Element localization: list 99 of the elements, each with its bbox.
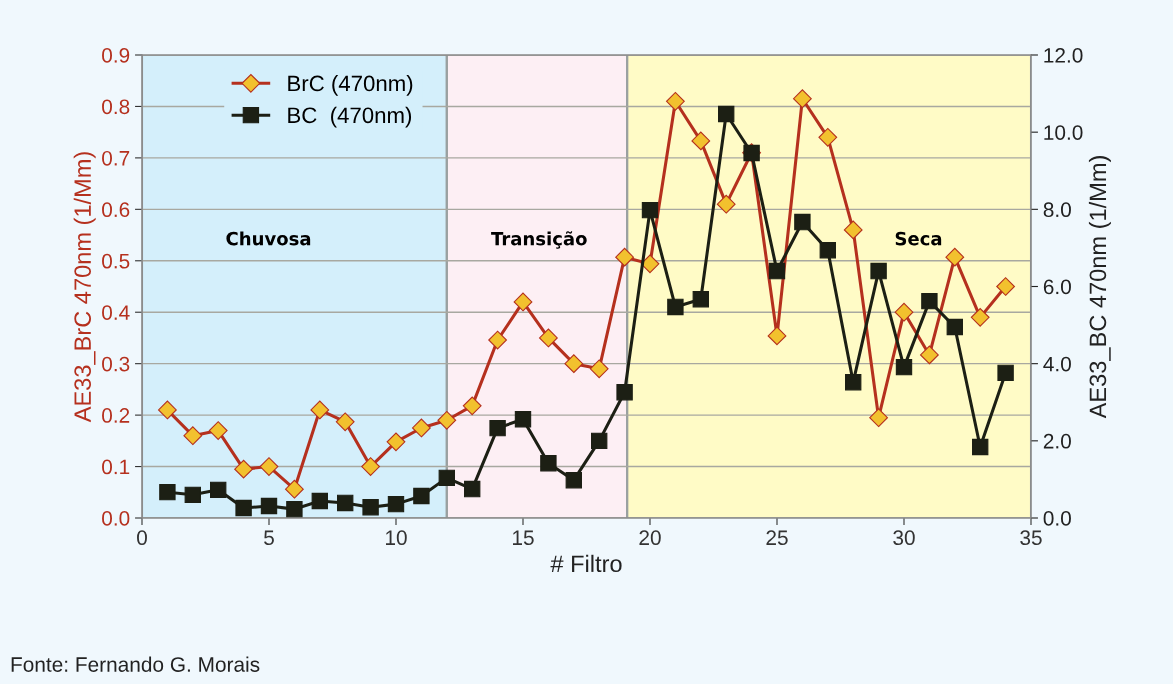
y2-tick-label: 8.0	[1043, 202, 1071, 218]
point	[539, 328, 558, 348]
point	[361, 457, 380, 476]
legend-label: BC (470nm)	[288, 106, 412, 128]
x-tick-label: 15	[513, 530, 534, 546]
point	[972, 438, 989, 456]
y2-tick-label: 12.0	[1044, 48, 1083, 63]
y-tick-label: 0.1	[102, 459, 130, 475]
point	[616, 384, 633, 401]
y-axis-title: AE33_BrC 470nm (1/Mm)	[73, 152, 96, 423]
y2-tick-label: 4.0	[1043, 356, 1071, 372]
point	[386, 432, 406, 452]
point	[970, 307, 990, 327]
point	[285, 479, 304, 499]
point	[945, 247, 965, 267]
y-tick-label: 0.9	[102, 48, 130, 63]
point	[894, 302, 914, 322]
point	[946, 318, 963, 336]
point	[464, 480, 481, 498]
x-tick-label: 25	[766, 530, 788, 546]
point	[845, 373, 862, 391]
y2-tick-label: 0.0	[1043, 511, 1071, 526]
point	[819, 242, 836, 259]
band-label: Transição	[491, 231, 587, 249]
x-tick-label: 20	[639, 530, 661, 546]
source-note: Fonte: Fernando G. Morais	[11, 656, 260, 672]
point	[895, 358, 913, 376]
y-tick-label: 0.2	[102, 408, 130, 423]
point	[818, 127, 838, 147]
point	[540, 455, 557, 472]
point	[692, 291, 709, 308]
point	[235, 499, 252, 517]
point	[514, 411, 532, 428]
point	[666, 91, 685, 111]
point	[667, 298, 684, 316]
point	[362, 499, 379, 516]
legend-label: BrC (470nm)	[288, 75, 413, 96]
point	[997, 364, 1014, 382]
point	[184, 486, 201, 504]
point	[564, 354, 584, 374]
point	[794, 213, 811, 231]
x-tick-label: 10	[386, 530, 407, 546]
point	[234, 459, 253, 479]
point	[921, 292, 938, 310]
point	[513, 292, 533, 312]
point	[437, 410, 457, 430]
point	[260, 497, 278, 515]
x-tick-label: 5	[264, 530, 274, 546]
point	[337, 494, 354, 512]
x-axis-title: # Filtro	[550, 554, 622, 573]
point	[615, 247, 634, 267]
point	[158, 400, 177, 420]
point	[718, 105, 735, 123]
point	[768, 262, 786, 280]
point	[462, 396, 482, 416]
y-tick-label: 0.0	[102, 511, 130, 526]
x-tick-label: 30	[893, 530, 915, 546]
y-tick-label: 0.7	[102, 150, 130, 166]
point	[691, 131, 711, 151]
point	[488, 330, 507, 350]
y-tick-label: 0.5	[102, 253, 130, 269]
point	[159, 483, 176, 501]
point	[387, 495, 405, 513]
point	[869, 408, 888, 428]
point	[920, 345, 939, 365]
y-tick-label: 0.3	[102, 356, 130, 372]
point	[843, 220, 863, 240]
point	[208, 421, 228, 440]
point	[489, 419, 506, 437]
y-tick-label: 0.8	[102, 99, 130, 115]
point	[591, 432, 608, 450]
point	[311, 492, 328, 510]
point	[310, 400, 330, 420]
point	[183, 426, 203, 446]
point	[793, 89, 812, 109]
x-tick-label: 0	[137, 530, 147, 546]
y2-tick-label: 6.0	[1043, 279, 1071, 295]
point	[565, 471, 582, 489]
y2-axis-title: AE33_BC 470nm (1/Mm)	[1088, 156, 1111, 419]
point	[716, 194, 736, 214]
band-label: Seca	[895, 231, 942, 246]
point	[259, 457, 279, 476]
point	[412, 418, 431, 438]
point	[589, 359, 609, 379]
x-tick-label: 35	[1020, 530, 1042, 546]
point	[438, 469, 455, 487]
y-tick-label: 0.6	[102, 202, 130, 218]
point	[641, 201, 659, 219]
point	[210, 481, 227, 499]
point	[335, 412, 355, 432]
y2-tick-label: 2.0	[1043, 433, 1071, 449]
y-tick-label: 0.4	[102, 305, 130, 320]
y2-tick-label: 10.0	[1044, 125, 1083, 140]
point	[413, 487, 430, 505]
point	[996, 277, 1015, 296]
point	[767, 326, 787, 346]
point	[870, 262, 887, 280]
band-label: Chuvosa	[226, 231, 311, 246]
point	[286, 500, 303, 518]
